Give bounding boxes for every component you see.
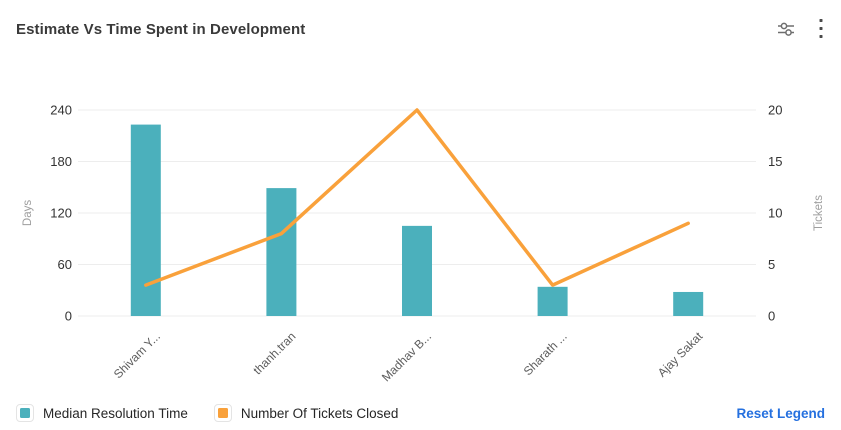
svg-text:thanh.tran: thanh.tran	[250, 329, 298, 377]
chart-legend: Median Resolution Time Number Of Tickets…	[0, 404, 841, 422]
svg-text:10: 10	[768, 206, 782, 221]
svg-text:20: 20	[768, 103, 782, 118]
svg-text:120: 120	[50, 206, 72, 221]
chart-header-actions	[773, 14, 829, 44]
svg-text:Tickets: Tickets	[813, 195, 825, 231]
svg-text:5: 5	[768, 257, 775, 272]
svg-text:Ajay Sakat: Ajay Sakat	[655, 329, 706, 380]
kebab-menu-icon	[819, 19, 823, 38]
legend-swatch-bar	[16, 404, 34, 422]
legend-item-number-of-tickets-closed[interactable]: Number Of Tickets Closed	[213, 404, 399, 422]
svg-text:180: 180	[50, 154, 72, 169]
chart-settings-button[interactable]	[773, 16, 799, 42]
svg-text:Madhav B...: Madhav B...	[379, 329, 434, 384]
legend-swatch-line	[213, 404, 232, 422]
svg-text:Shivam Y...: Shivam Y...	[111, 329, 163, 381]
svg-text:60: 60	[58, 257, 72, 272]
legend-item-median-resolution-time[interactable]: Median Resolution Time	[16, 404, 188, 422]
legend-items: Median Resolution Time Number Of Tickets…	[16, 404, 398, 422]
svg-text:0: 0	[65, 309, 72, 324]
legend-label-number-of-tickets-closed: Number Of Tickets Closed	[240, 405, 399, 421]
reset-legend-link[interactable]: Reset Legend	[736, 405, 825, 421]
svg-text:Sharath ...: Sharath ...	[521, 329, 570, 378]
sliders-icon	[778, 22, 794, 36]
legend-label-median-resolution-time: Median Resolution Time	[43, 405, 188, 421]
svg-text:Days: Days	[22, 200, 34, 226]
svg-text:15: 15	[768, 154, 782, 169]
chart-title: Estimate Vs Time Spent in Development	[16, 20, 306, 38]
chart-more-menu-button[interactable]	[813, 14, 829, 44]
svg-text:240: 240	[50, 103, 72, 118]
svg-text:0: 0	[768, 309, 775, 324]
chart-header: Estimate Vs Time Spent in Development	[16, 14, 829, 44]
